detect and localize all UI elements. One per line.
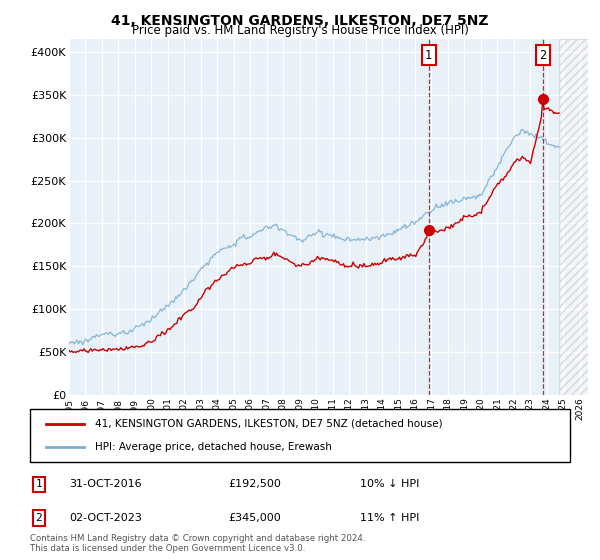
Text: 1: 1: [35, 479, 43, 489]
Text: 1: 1: [425, 49, 432, 62]
Text: 31-OCT-2016: 31-OCT-2016: [69, 479, 142, 489]
Text: 41, KENSINGTON GARDENS, ILKESTON, DE7 5NZ: 41, KENSINGTON GARDENS, ILKESTON, DE7 5N…: [111, 14, 489, 28]
Text: HPI: Average price, detached house, Erewash: HPI: Average price, detached house, Erew…: [95, 442, 332, 452]
Text: 2: 2: [35, 513, 43, 523]
Text: Price paid vs. HM Land Registry's House Price Index (HPI): Price paid vs. HM Land Registry's House …: [131, 24, 469, 37]
Text: 41, KENSINGTON GARDENS, ILKESTON, DE7 5NZ (detached house): 41, KENSINGTON GARDENS, ILKESTON, DE7 5N…: [95, 419, 442, 429]
Text: £192,500: £192,500: [228, 479, 281, 489]
Text: 11% ↑ HPI: 11% ↑ HPI: [360, 513, 419, 523]
Text: 10% ↓ HPI: 10% ↓ HPI: [360, 479, 419, 489]
Bar: [559, 39, 588, 395]
FancyBboxPatch shape: [30, 409, 570, 462]
Text: 2: 2: [539, 49, 546, 62]
Text: Contains HM Land Registry data © Crown copyright and database right 2024.
This d: Contains HM Land Registry data © Crown c…: [30, 534, 365, 553]
Text: £345,000: £345,000: [228, 513, 281, 523]
Text: 02-OCT-2023: 02-OCT-2023: [69, 513, 142, 523]
